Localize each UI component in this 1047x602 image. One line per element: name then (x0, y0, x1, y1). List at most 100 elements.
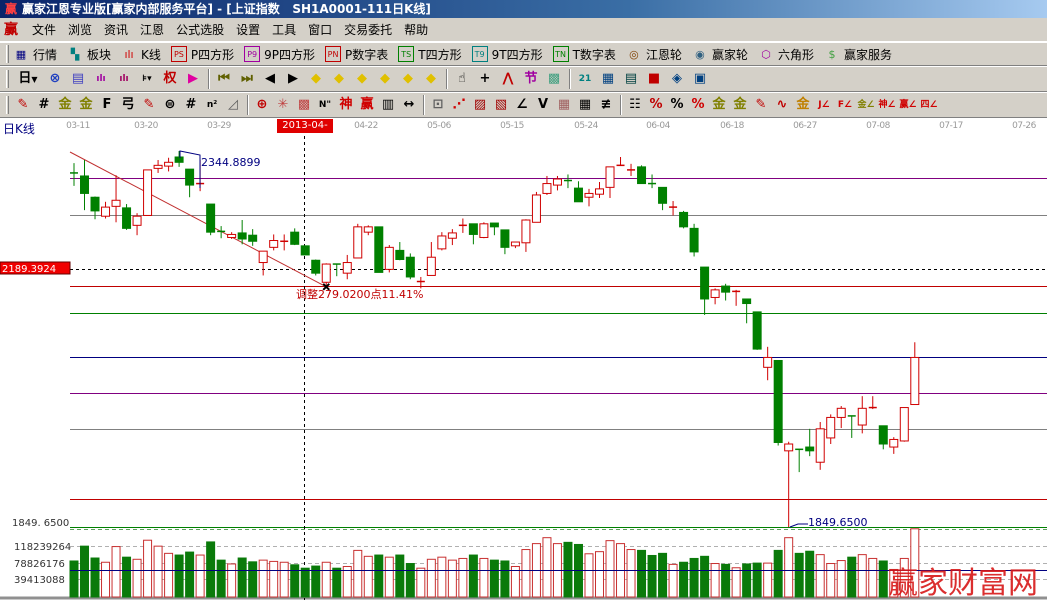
arc-icon[interactable]: 弓 (121, 97, 135, 112)
map-icon[interactable]: ▩ (547, 71, 561, 86)
box-fan-2-icon[interactable]: ▧ (494, 97, 508, 112)
percent-fan-icon[interactable]: % (649, 97, 663, 112)
grid-box-icon[interactable]: ▦ (557, 97, 571, 112)
toolbar-button-hexagon[interactable]: ⬡ 六角形 (758, 46, 814, 63)
menu-help[interactable]: 帮助 (404, 23, 429, 37)
memo-icon[interactable]: ▤ (71, 71, 85, 86)
flag-icon[interactable]: ▶ (188, 71, 198, 86)
gold-1-icon[interactable]: 金 (58, 97, 72, 112)
menu-file[interactable]: 文件 (32, 23, 57, 37)
box-icon[interactable]: ⊡ (432, 97, 444, 112)
toolbar-grip[interactable] (6, 70, 9, 88)
toolbar-button-pn[interactable]: PN P数字表 (325, 46, 388, 63)
network-icon[interactable]: ◈ (672, 71, 682, 86)
fit-icon[interactable]: ◆ (426, 71, 436, 86)
scroll-left-icon[interactable]: ◀ (265, 71, 275, 86)
toolbar-button-p9[interactable]: P9 9P四方形 (244, 46, 315, 63)
last-page-icon[interactable]: ⏭ (241, 71, 253, 86)
toolbar-button-winner-wheel[interactable]: ◉ 赢家轮 (692, 46, 748, 63)
menu-settings[interactable]: 设置 (236, 23, 261, 37)
rights-icon[interactable]: 权 (163, 71, 177, 86)
pen-3-icon[interactable]: ✎ (755, 97, 767, 112)
menu-browse[interactable]: 浏览 (68, 23, 93, 37)
target-icon[interactable]: ⊕ (256, 97, 268, 112)
toolbar-button-sector[interactable]: ▚ 板块 (67, 46, 111, 63)
zoom-in-icon[interactable]: ◆ (357, 71, 367, 86)
menu-gann[interactable]: 江恩 (140, 23, 165, 37)
toolbar-button-kline[interactable]: ılı K线 (121, 46, 160, 63)
toolbar-button-t9[interactable]: T9 9T四方形 (471, 46, 543, 63)
gold-lines-icon[interactable]: 金 (733, 97, 747, 112)
line-draw-icon[interactable]: ⋀ (502, 71, 514, 86)
toolbar-button-ps[interactable]: PS P四方形 (170, 46, 234, 63)
indicator-9-icon[interactable]: ılı (119, 74, 129, 84)
parallel-icon[interactable]: ≢ (600, 97, 612, 112)
kline-chart[interactable]: 2189.3924 1849. 6500 118239264 78826176 3941… (0, 136, 1047, 600)
zoom-out-icon[interactable]: ◆ (380, 71, 390, 86)
period-dropdown[interactable]: 日▼ (13, 69, 43, 89)
indicator-3-icon[interactable]: ılı (96, 74, 106, 84)
triangle-icon[interactable]: ◿ (228, 97, 238, 112)
gold-circle-icon[interactable]: 金 (712, 97, 726, 112)
toolbar-button-ts[interactable]: TS T四方形 (398, 46, 462, 63)
gold-line-icon[interactable]: 金 (796, 97, 810, 112)
menu-news[interactable]: 资讯 (104, 23, 129, 37)
gold-2-icon[interactable]: 金 (79, 97, 93, 112)
wave-icon[interactable]: ∿ (776, 97, 788, 112)
gold-angle-icon[interactable]: 金∠ (857, 100, 875, 110)
toolbar-button-tn[interactable]: TN T数字表 (552, 46, 616, 63)
winner-icon[interactable]: 赢 (360, 97, 374, 112)
percent-icon[interactable]: % (670, 97, 684, 112)
cycle-lines-icon[interactable]: # (185, 97, 197, 112)
menu-logo-icon[interactable]: 赢 (4, 22, 18, 38)
fan-icon[interactable]: ⋰ (452, 97, 466, 112)
winner-angle-icon[interactable]: 赢∠ (899, 100, 917, 110)
crosshair-icon[interactable]: + (479, 71, 491, 86)
menu-tools[interactable]: 工具 (272, 23, 297, 37)
width-icon[interactable]: ↔ (403, 97, 415, 112)
f-angle-icon[interactable]: F∠ (837, 100, 853, 110)
toolbar-button-service-dollar[interactable]: $ 赢家服务 (824, 46, 892, 63)
pen-icon[interactable]: ✎ (17, 97, 29, 112)
hand-icon[interactable]: ☝ (458, 71, 466, 86)
toolbar-grip[interactable] (6, 96, 9, 114)
save-icon[interactable]: ■ (647, 71, 661, 86)
expand-icon[interactable]: ◆ (403, 71, 413, 86)
grid-lines-icon[interactable]: # (38, 97, 50, 112)
menu-trade[interactable]: 交易委托 (344, 23, 393, 37)
holiday-icon[interactable]: 节 (524, 71, 538, 86)
printer-icon[interactable]: ▣ (693, 71, 707, 86)
calculator-icon[interactable]: ▦ (601, 71, 615, 86)
fib-icon[interactable]: F (102, 97, 112, 112)
n-line-icon[interactable]: N" (318, 100, 332, 110)
web-icon[interactable]: ✳ (277, 97, 289, 112)
first-page-icon[interactable]: ⏮ (218, 71, 230, 86)
toolbar-button-gann-wheel[interactable]: ◎ 江恩轮 (626, 46, 682, 63)
menu-window[interactable]: 窗口 (308, 23, 333, 37)
pen-2-icon[interactable]: ✎ (143, 97, 155, 112)
notes-icon[interactable]: ▤ (624, 71, 638, 86)
j-angle-icon[interactable]: J∠ (818, 100, 830, 110)
move-left-icon[interactable]: ◆ (311, 71, 321, 86)
grid-box-2-icon[interactable]: ▦ (578, 97, 592, 112)
square-n-icon[interactable]: n² (206, 100, 218, 110)
scroll-right-icon[interactable]: ▶ (288, 71, 298, 86)
menu-formula[interactable]: 公式选股 (176, 23, 225, 37)
god-icon[interactable]: 神 (339, 97, 353, 112)
four-angle-icon[interactable]: 四∠ (920, 100, 938, 110)
ruler-icon[interactable]: ▥ (381, 97, 395, 112)
move-right-icon[interactable]: ◆ (334, 71, 344, 86)
square-web-icon[interactable]: ▩ (297, 97, 311, 112)
overlay-icon[interactable]: ⊗ (49, 71, 61, 86)
calendar-icon[interactable]: 21 (578, 74, 592, 84)
percent-lines-icon[interactable]: % (691, 97, 705, 112)
angle-icon[interactable]: ∠ (516, 97, 528, 112)
circle-icon[interactable]: ⊜ (164, 97, 176, 112)
box-fan-icon[interactable]: ▨ (473, 97, 487, 112)
god-angle-icon[interactable]: 神∠ (878, 100, 896, 110)
toolbar-grip[interactable] (6, 45, 9, 63)
toolbar-button-quote-table[interactable]: ▦ 行情 (13, 46, 57, 63)
bar-style-icon[interactable]: ⊧▾ (142, 74, 152, 84)
table-icon[interactable]: ☷ (629, 97, 641, 112)
v-icon[interactable]: V (537, 97, 549, 112)
